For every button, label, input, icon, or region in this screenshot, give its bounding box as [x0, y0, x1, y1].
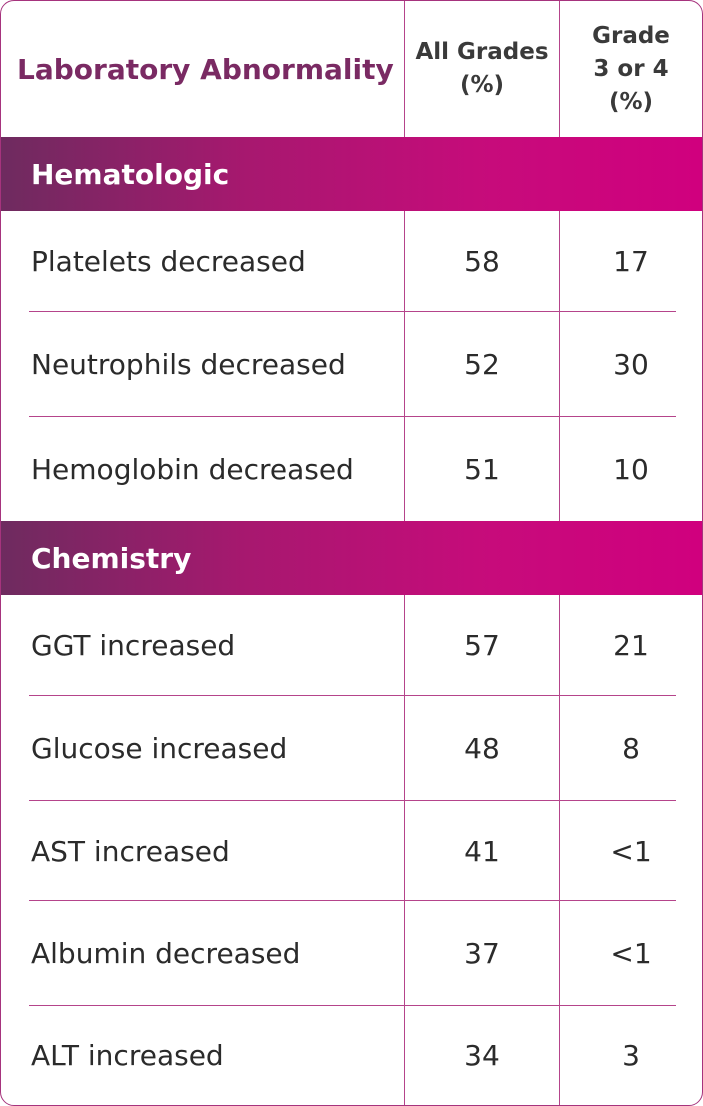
table-row: ALT increased 34 3 [1, 1006, 702, 1105]
row-all-grades: 58 [464, 245, 500, 278]
row-all-grades: 52 [464, 348, 500, 381]
table-row: Glucose increased 48 8 [1, 696, 702, 801]
row-grade-3-or-4: 17 [613, 245, 649, 278]
row-grade-3-or-4: 21 [613, 629, 649, 662]
row-all-grades: 57 [464, 629, 500, 662]
row-divider [29, 416, 676, 417]
row-label: GGT increased [31, 629, 236, 662]
header-all-grades: All Grades (%) [415, 39, 549, 98]
row-all-grades: 34 [464, 1039, 500, 1072]
row-grade-3-or-4: 30 [613, 348, 649, 381]
row-divider [29, 800, 676, 801]
row-divider [29, 1005, 676, 1006]
table-row: Platelets decreased 58 17 [1, 211, 702, 312]
section-title: Chemistry [31, 541, 192, 575]
row-divider [29, 900, 676, 901]
table-row: Neutrophils decreased 52 30 [1, 312, 702, 417]
section-title: Hematologic [31, 157, 230, 191]
table-header: Laboratory Abnormality All Grades (%) Gr… [1, 1, 702, 137]
row-label: ALT increased [31, 1039, 224, 1072]
table-row: Albumin decreased 37 <1 [1, 901, 702, 1006]
row-divider [29, 695, 676, 696]
row-grade-3-or-4: 8 [622, 732, 640, 765]
row-label: AST increased [31, 834, 230, 868]
row-label: Albumin decreased [31, 937, 301, 970]
row-all-grades: 41 [464, 834, 500, 868]
row-grade-3-or-4: 3 [622, 1039, 640, 1072]
row-label: Glucose increased [31, 732, 288, 765]
row-divider [29, 311, 676, 312]
header-lab-abnormality: Laboratory Abnormality [17, 52, 394, 86]
row-label: Hemoglobin decreased [31, 452, 354, 486]
row-label: Neutrophils decreased [31, 348, 346, 381]
header-grade-3-or-4: Grade 3 or 4 (%) [592, 22, 670, 115]
row-grade-3-or-4: <1 [610, 937, 652, 970]
row-grade-3-or-4: 10 [613, 452, 649, 486]
row-all-grades: 51 [464, 452, 500, 486]
row-all-grades: 37 [464, 937, 500, 970]
section-hematologic: Hematologic [1, 137, 702, 211]
section-chemistry: Chemistry [1, 521, 702, 595]
row-label: Platelets decreased [31, 245, 306, 278]
row-all-grades: 48 [464, 732, 500, 765]
row-grade-3-or-4: <1 [610, 834, 652, 868]
table-row: GGT increased 57 21 [1, 595, 702, 696]
table-row: AST increased 41 <1 [1, 801, 702, 901]
table-row: Hemoglobin decreased 51 10 [1, 417, 702, 521]
